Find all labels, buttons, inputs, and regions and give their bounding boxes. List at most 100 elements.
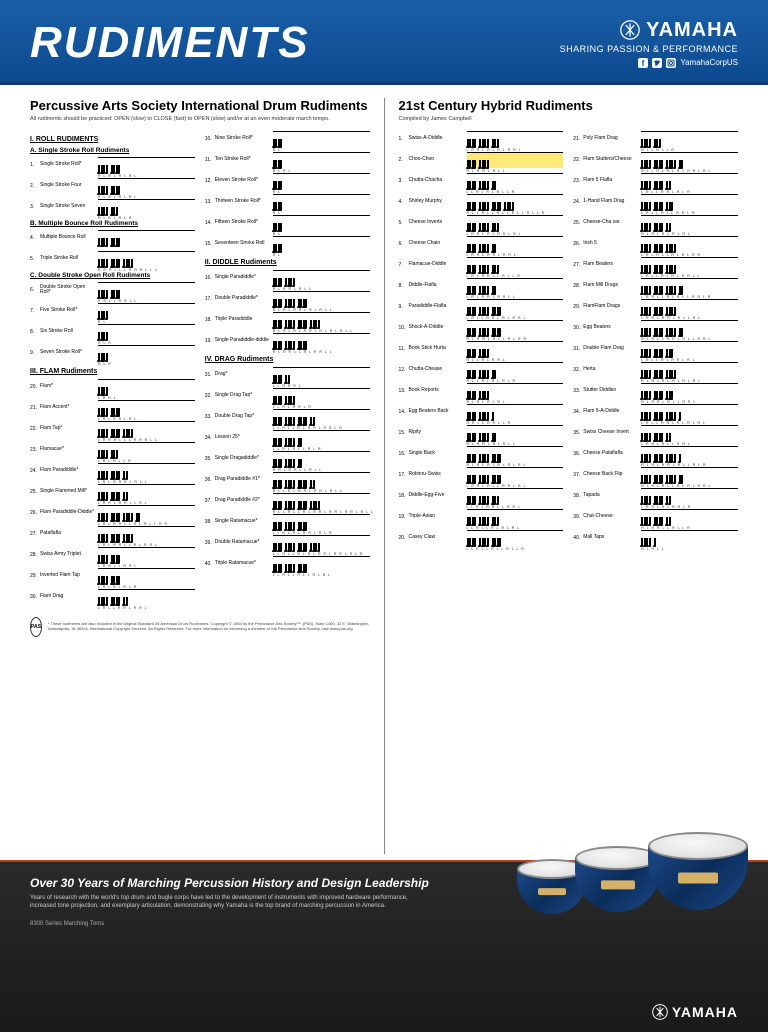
rudiment-row: 38.TapadaL R R L R L R R L R	[573, 487, 738, 505]
notation: R L R R L R L R L L	[467, 425, 564, 441]
rudiment-row: 20.Casey ClawL L R L L R L L R L L R	[399, 529, 564, 547]
rudiment-name: Shock-A-Diddle	[409, 325, 467, 331]
notation: L R L R R L L R L L R	[467, 257, 564, 273]
rudiment-name: Triple Ratamacue*	[215, 561, 273, 567]
rudiment-number: 30.	[30, 594, 40, 600]
notation: L L R L R L R L L R	[467, 173, 564, 189]
rudiment-name: Flam 5-A-Diddle	[583, 409, 641, 415]
rudiment-name: Egg Beaters Back	[409, 409, 467, 415]
rudiment-name: Double Flam Drag	[583, 346, 641, 352]
cat-diddle: II. DIDDLE Rudiments	[205, 259, 370, 266]
rudiment-name: Flam Paradiddle*	[40, 468, 98, 474]
rudiment-number: 15.	[399, 430, 409, 436]
rudiment-name: Seven Stroke Roll*	[40, 350, 98, 356]
cat-drag: IV. DRAG Rudiments	[205, 356, 370, 363]
brand-name: YAMAHA	[560, 19, 738, 42]
rudiment-name: 1-Hand Flam Drag	[583, 199, 641, 205]
rudiment-row: 29.FlamFlam DragsL R R L R R L R L L R L	[573, 298, 738, 316]
rudiment-name: Double Stroke Open Roll*	[40, 285, 98, 296]
notation: L L R L L R L R R L R R L R	[273, 409, 370, 425]
rudiment-number: 40.	[205, 561, 215, 567]
rudiment-row: 26.Flam Paradiddle-Diddle*L R L R R L L …	[30, 504, 195, 522]
notation: L R L R R L R R L L	[467, 278, 564, 294]
notation: R L	[273, 194, 370, 210]
notation: R L R R L R L L	[273, 270, 370, 286]
rudiment-name: Cheese-Cha var.	[583, 220, 641, 226]
notation: R L R L L	[641, 530, 738, 546]
yamaha-logo-icon	[652, 1004, 668, 1020]
rudiment-number: 16.	[399, 451, 409, 457]
notation: L L R L L R L R L R R L R R L R L R	[273, 535, 370, 551]
rudiment-row: 1.Single Stroke Roll*R L R L R L R L	[30, 156, 195, 174]
notation: R L	[273, 173, 370, 189]
rudiment-number: 39.	[205, 540, 215, 546]
rudiment-number: 11.	[399, 346, 409, 352]
notation: L R L R R L L R L R R L	[98, 526, 195, 542]
notation: L R L R R L L R L R L L R R	[98, 505, 195, 521]
notation: L R L R L L R	[98, 442, 195, 458]
rudiment-row: 17.Double Paradiddle*R L R L R R L R L R…	[205, 290, 370, 308]
rudiment-row: 32.HertaR L R L R L R L R L R L	[573, 361, 738, 379]
cat-flam: III. FLAM Rudiments	[30, 368, 195, 375]
rudiment-number: 17.	[205, 296, 215, 302]
rudiment-name: Chut-Cheese	[583, 514, 641, 520]
rudiment-name: Swiss Army Triplet	[40, 552, 98, 558]
rudiment-row: 24.1-Hand Flam DragL R L L R L L R R L R	[573, 193, 738, 211]
rudiment-name: Single Stroke Seven	[40, 204, 98, 210]
notation: R R L L R R L L R	[467, 404, 564, 420]
rudiment-row: 22.Flam Stutters/CheeseR L L R L R L R L…	[573, 151, 738, 169]
rudiment-row: 18.Triple ParadiddleR L R L R L R R L R …	[205, 311, 370, 329]
notation: R L R L R L R L R L R L	[467, 446, 564, 462]
rudiment-row: 10.Shock-A-DiddleR L R R L R L L R L R R	[399, 319, 564, 337]
rudiment-name: Egg Beaters	[583, 325, 641, 331]
rudiment-name: Ripity	[409, 430, 467, 436]
rudiment-number: 36.	[205, 477, 215, 483]
rudiment-name: Irish 5	[583, 241, 641, 247]
rudiment-row: 9.Paradiddle-FlaflaL R L L R R L R L R R…	[399, 298, 564, 316]
notation: R L R R L R L L R R L	[641, 383, 738, 399]
rudiment-name: Triple Stroke Roll	[40, 256, 98, 262]
notation: R R L R R L L R L L	[273, 451, 370, 467]
rudiment-name: Single Dragadiddle*	[215, 456, 273, 462]
rudiment-row: 20.Flam*L R R L	[30, 378, 195, 396]
rudiment-row: 16.Single Paradiddle*R L R R L R L L	[205, 269, 370, 287]
rudiment-row: 10.Nine Stroke Roll*R L	[205, 130, 370, 148]
rudiment-name: Robinru-Swiss	[409, 472, 467, 478]
rudiment-row: 14.Egg Beaters BackR R L L R R L L R	[399, 403, 564, 421]
rudiment-row: 28.Swiss Army TripletL R R L L R R L	[30, 546, 195, 564]
notation: L R L L R R L R L R L R L	[641, 404, 738, 420]
notation: R L L R L L R L L R L L R L L R	[467, 194, 564, 210]
rudiment-row: 26.Irish 5L R L R L L R L R L R R	[573, 235, 738, 253]
notation: R R R L L L R R R L L L	[98, 251, 195, 267]
rudiment-row: 30.Flam DragL R L L R R L R R L	[30, 588, 195, 606]
notation: L R R L L R L R L L R R L R	[641, 278, 738, 294]
notation: R L R L R R L R L L R L R	[641, 446, 738, 462]
rudiment-row: 33.Double Drag Tap*L L R L L R L R R L R…	[205, 408, 370, 426]
notation: R L R L L R R L R L L R R L	[641, 320, 738, 336]
rudiment-number: 3.	[30, 204, 40, 210]
rudiment-name: Ten Stroke Roll*	[215, 157, 273, 163]
social-row: f YamahaCorpUS	[560, 58, 738, 68]
notation: R L L R L L R L R R L R R L R R L R L L	[273, 493, 370, 509]
rudiment-row: 39.Double Ratamacue*L L R L L R L R L R …	[205, 534, 370, 552]
rudiment-name: Book Reports	[409, 388, 467, 394]
rudiment-number: 4.	[399, 199, 409, 205]
rudiment-number: 31.	[205, 372, 215, 378]
right-subtitle: Compiled by James Campbell	[399, 116, 739, 122]
rudiment-name: Flamacue-Diddle	[409, 262, 467, 268]
rudiment-row: 9.Seven Stroke Roll*R L R	[30, 344, 195, 362]
rudiment-name: Thirteen Stroke Roll*	[215, 199, 273, 205]
rudiment-name: Flam Stutters/Cheese	[583, 157, 641, 163]
rudiment-name: Choo-Choo	[409, 157, 467, 163]
notation: L R R L R L R R L R L	[467, 215, 564, 231]
rudiment-row: 25.Cheese-Cha var.R L R L R L R L R L	[573, 214, 738, 232]
rudiment-number: 21.	[573, 136, 583, 142]
rudiment-number: 25.	[573, 220, 583, 226]
rudiment-row: 7.Five Stroke Roll*R L	[30, 302, 195, 320]
rudiment-row: 21.Poly Flam DragR L L R L L R	[573, 130, 738, 148]
rudiment-row: 21.Flam Accent*L R L R R L R L	[30, 399, 195, 417]
rudiment-row: 31.Drag*L L R R R L	[205, 366, 370, 384]
pas-text: * These rudiments are also included in t…	[48, 622, 370, 632]
notation: L R R L R L L R R L R L	[467, 467, 564, 483]
notation: R L R L R L R L	[467, 383, 564, 399]
